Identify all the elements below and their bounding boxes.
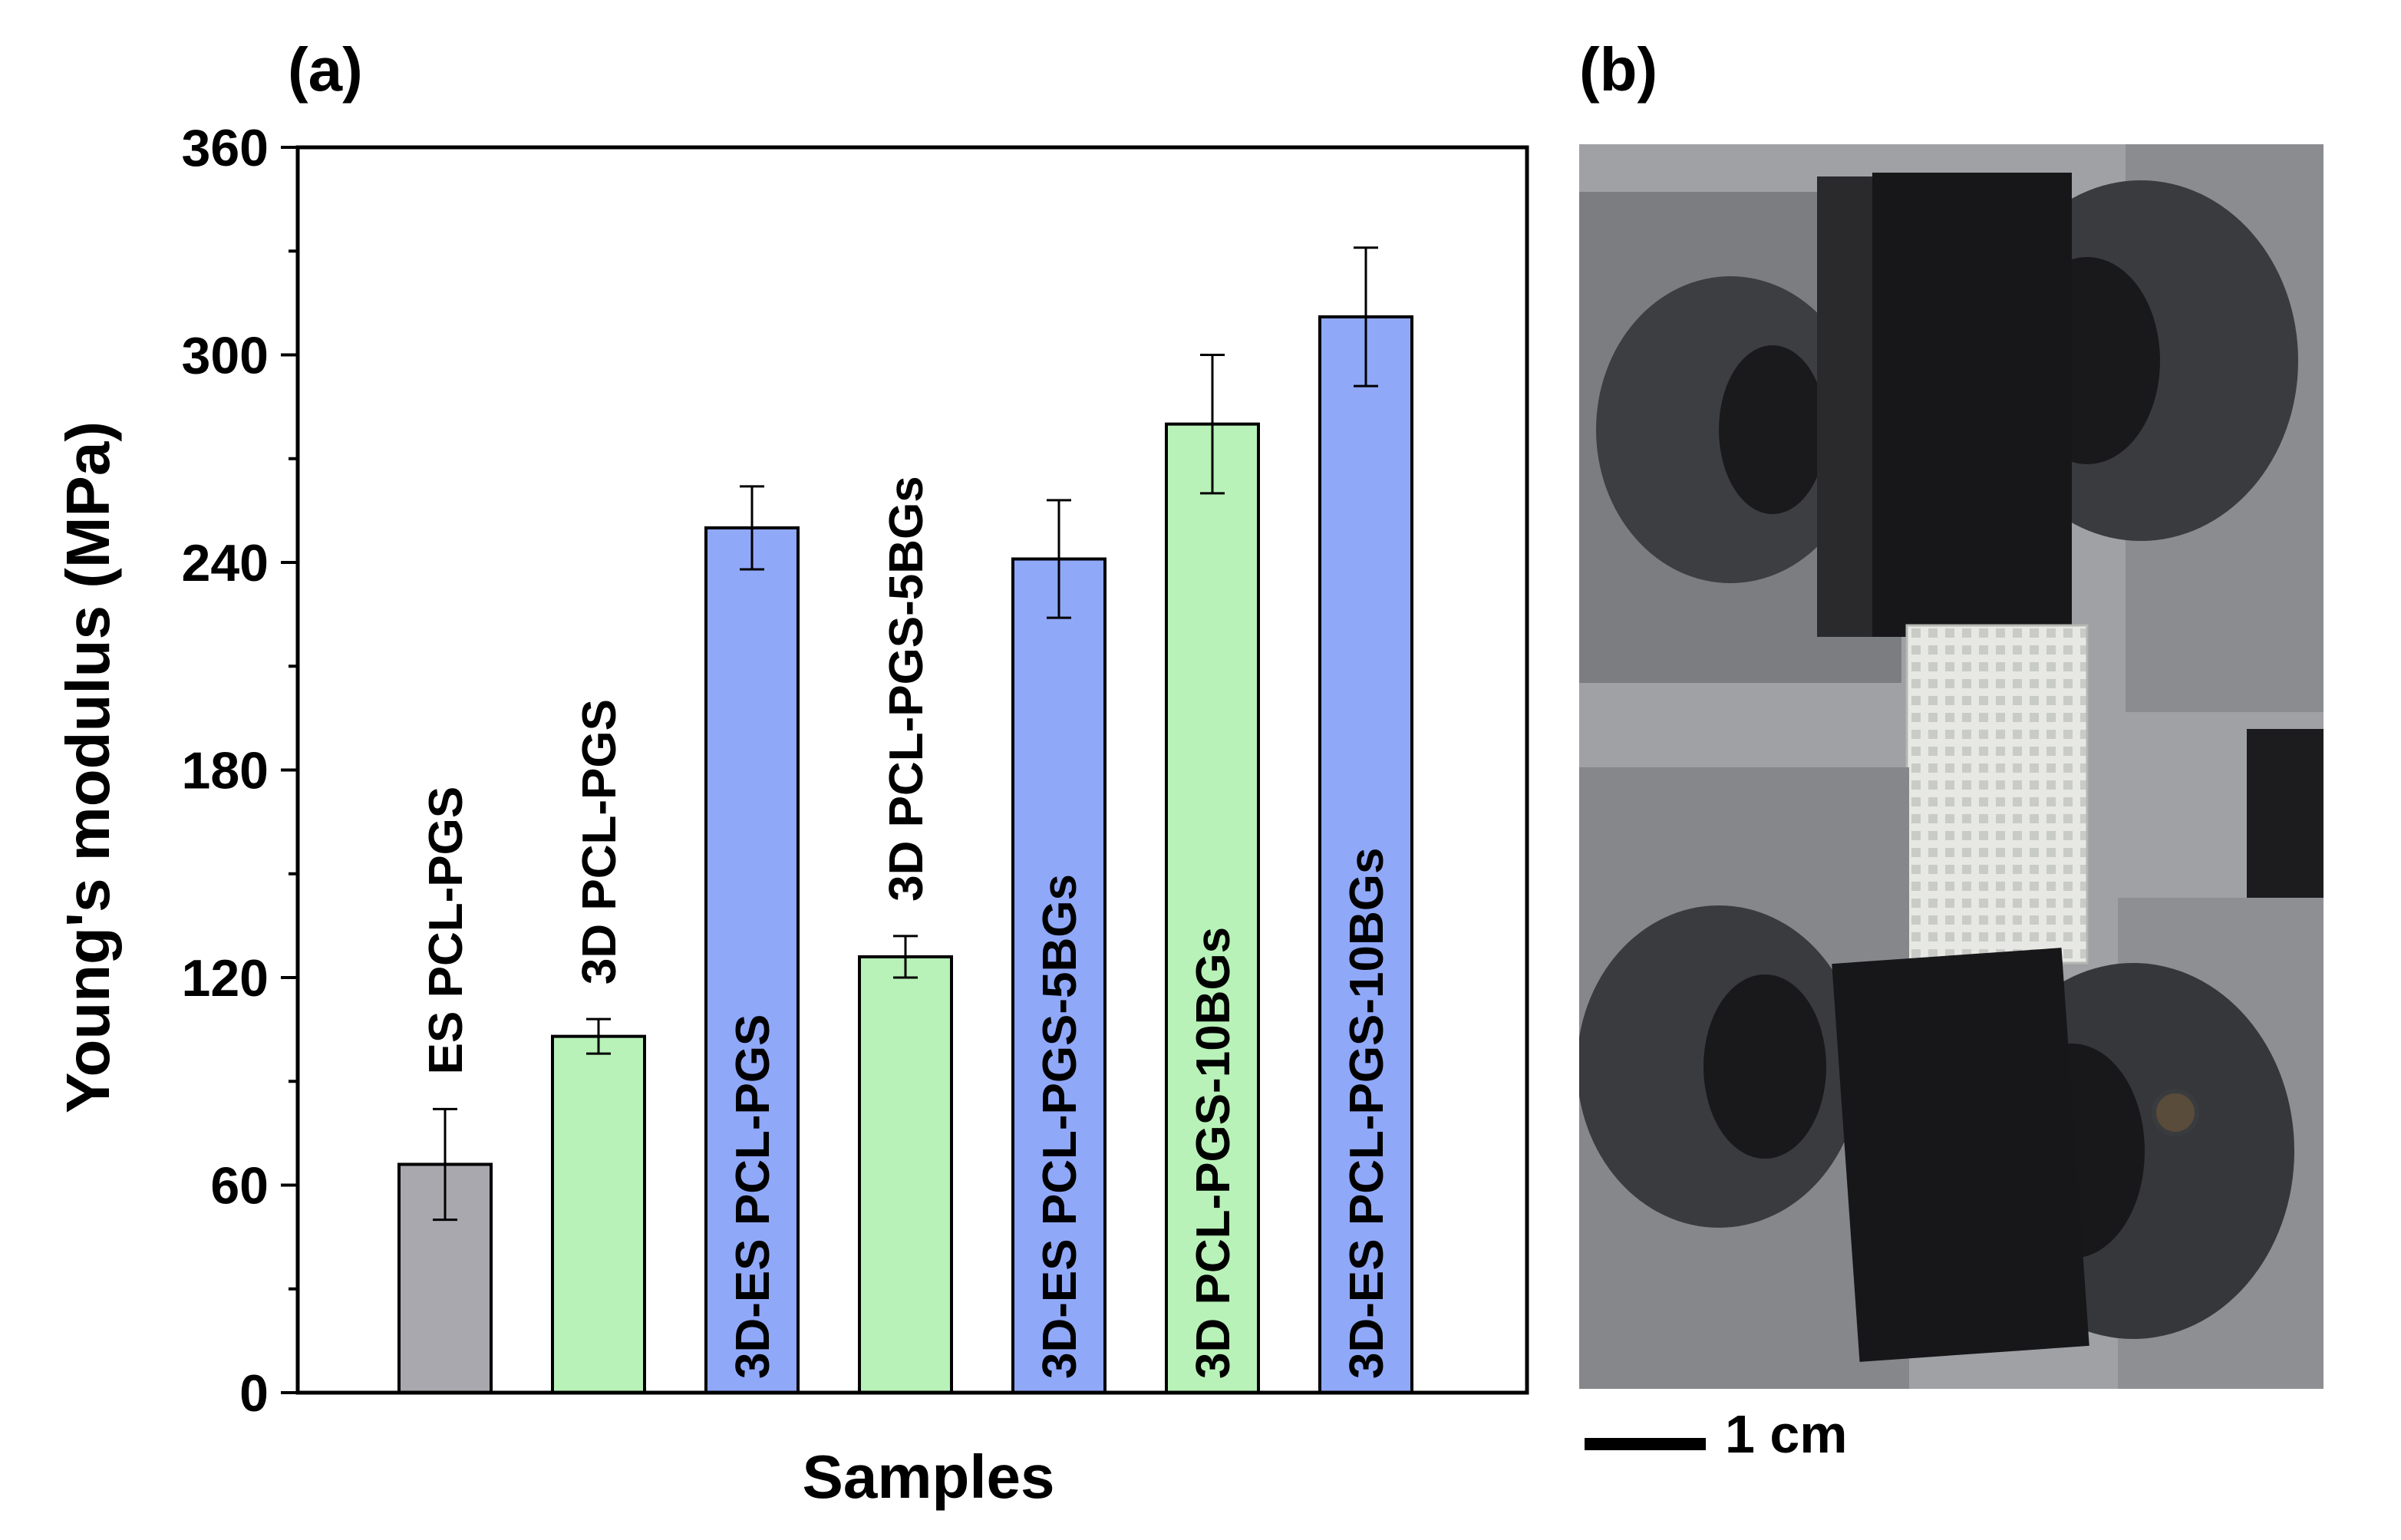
lower-left-cylinder-bore xyxy=(1703,974,1826,1159)
bar-label-2: 3D PCL-PGS xyxy=(573,699,626,984)
bar-chart: ES PCL-PGS 3D PCL-PGS 3D-ES PCL-PGS 3D PCL-… xyxy=(54,119,1529,1511)
mesh-specimen xyxy=(1905,624,2089,965)
bar-label-3: 3D-ES PCL-PGS xyxy=(727,1014,780,1379)
tensile-test-photo xyxy=(1579,144,2323,1389)
error-bars xyxy=(433,246,1378,1222)
y-tick-label: 240 xyxy=(182,534,269,592)
y-tick-label: 0 xyxy=(239,1364,269,1423)
bar-label-6: 3D PCL-PGS-10BGs xyxy=(1187,927,1240,1379)
bar-label-4: 3D PCL-PGS-5BGs xyxy=(880,476,933,902)
y-axis-ticks xyxy=(281,146,298,1394)
y-tick-label: 180 xyxy=(182,742,269,800)
lower-grip xyxy=(1832,948,2089,1362)
bar-4 xyxy=(858,955,953,1394)
bar-2 xyxy=(551,1034,646,1395)
bar-labels: ES PCL-PGS 3D PCL-PGS 3D-ES PCL-PGS 3D PCL-… xyxy=(420,476,1393,1379)
y-tick-label: 300 xyxy=(182,327,269,385)
y-axis-tick-labels: 0 60 120 180 240 300 360 xyxy=(182,119,269,1423)
x-axis-label: Samples xyxy=(802,1443,1054,1511)
threaded-hole-icon xyxy=(2152,1089,2199,1136)
bar-label-7: 3D-ES PCL-PGS-10BGs xyxy=(1341,847,1393,1379)
bar-6 xyxy=(1165,422,1260,1395)
panel-b-label: (b) xyxy=(1579,35,1657,104)
y-tick-label: 60 xyxy=(210,1157,269,1215)
panel-a-label: (a) xyxy=(288,35,363,104)
scale-bar xyxy=(1585,1438,1706,1450)
y-tick-label: 120 xyxy=(182,949,269,1007)
upper-left-cylinder-bore xyxy=(1719,345,1826,514)
bar-label-1: ES PCL-PGS xyxy=(420,786,473,1075)
upper-grip xyxy=(1872,173,2072,637)
y-tick-label: 360 xyxy=(182,119,269,177)
scale-bar-label: 1 cm xyxy=(1725,1404,1848,1464)
bar-label-5: 3D-ES PCL-PGS-5BGs xyxy=(1034,874,1087,1379)
y-axis-label: Young's modulus (MPa) xyxy=(54,421,122,1113)
